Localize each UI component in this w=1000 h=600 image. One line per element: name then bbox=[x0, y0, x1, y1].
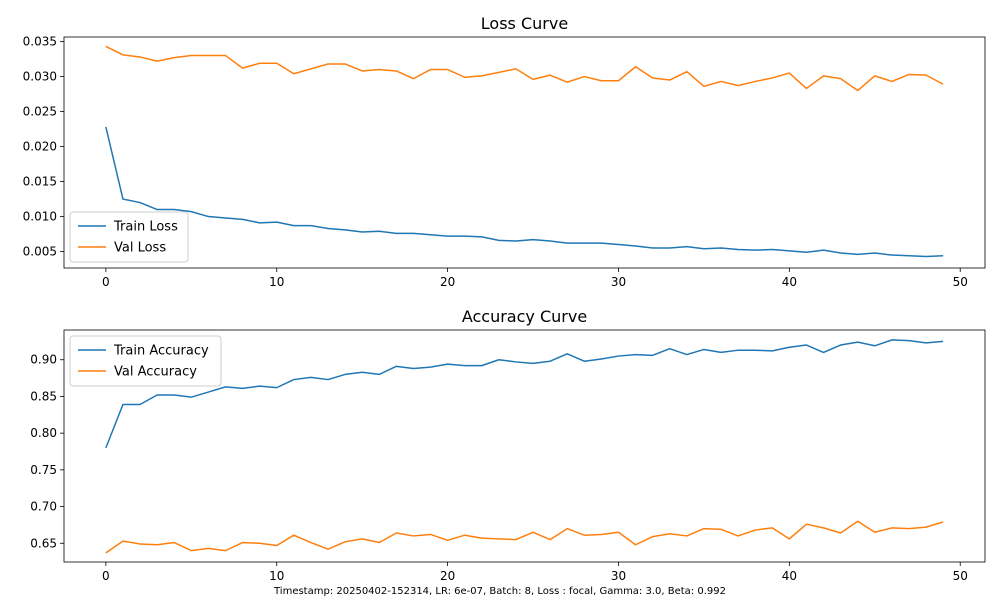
y-tick-label: 0.035 bbox=[23, 35, 57, 49]
y-tick-label: 0.020 bbox=[23, 140, 57, 154]
x-tick-label: 50 bbox=[953, 569, 968, 583]
legend-label: Val Accuracy bbox=[114, 365, 197, 380]
series-line-2 bbox=[105, 45, 944, 92]
axes-frame bbox=[63, 36, 986, 269]
x-tick-label: 50 bbox=[953, 275, 968, 289]
legend-label: Train Loss bbox=[113, 220, 178, 235]
series-line-1 bbox=[105, 339, 944, 449]
y-tick-label: 0.70 bbox=[30, 500, 57, 514]
accuracy-chart: Accuracy Curve 0 10 20 30 40 50 0.65 0.70 0.75 0.8… bbox=[30, 307, 986, 583]
y-tick-label: 0.85 bbox=[30, 389, 57, 403]
y-tick-label: 0.010 bbox=[23, 210, 57, 224]
axes-frame bbox=[63, 329, 986, 563]
x-tick-label: 0 bbox=[102, 569, 110, 583]
x-tick-label: 40 bbox=[782, 275, 797, 289]
x-tick-label: 30 bbox=[611, 275, 626, 289]
legend: Train Loss Val Loss bbox=[69, 211, 189, 263]
chart-title: Accuracy Curve bbox=[462, 307, 587, 326]
x-tick-label: 0 bbox=[102, 275, 110, 289]
y-tick-label: 0.75 bbox=[30, 463, 57, 477]
series-line-2 bbox=[105, 520, 944, 554]
legend-box bbox=[69, 211, 189, 263]
x-tick-label: 20 bbox=[440, 569, 455, 583]
y-tick-label: 0.80 bbox=[30, 426, 57, 440]
x-tick-label: 10 bbox=[269, 569, 284, 583]
loss-chart: Loss Curve 0 10 20 30 40 50 0.005 0.010 0.015 0.02… bbox=[23, 14, 986, 289]
x-tick-label: 10 bbox=[269, 275, 284, 289]
y-tick-label: 0.65 bbox=[30, 536, 57, 550]
y-tick-label: 0.90 bbox=[30, 353, 57, 367]
series-line-1 bbox=[105, 126, 944, 258]
legend-box bbox=[69, 335, 222, 387]
legend: Train Accuracy Val Accuracy bbox=[69, 335, 222, 387]
x-tick-label: 40 bbox=[782, 569, 797, 583]
footer-caption: Timestamp: 20250402-152314, LR: 6e-07, B… bbox=[273, 586, 726, 597]
y-tick-label: 0.015 bbox=[23, 175, 57, 189]
legend-label: Train Accuracy bbox=[113, 344, 209, 359]
y-tick-label: 0.025 bbox=[23, 105, 57, 119]
y-tick-label: 0.030 bbox=[23, 70, 57, 84]
x-tick-label: 20 bbox=[440, 275, 455, 289]
y-tick-label: 0.005 bbox=[23, 245, 57, 259]
x-tick-label: 30 bbox=[611, 569, 626, 583]
chart-title: Loss Curve bbox=[481, 14, 568, 33]
legend-label: Val Loss bbox=[114, 241, 166, 256]
